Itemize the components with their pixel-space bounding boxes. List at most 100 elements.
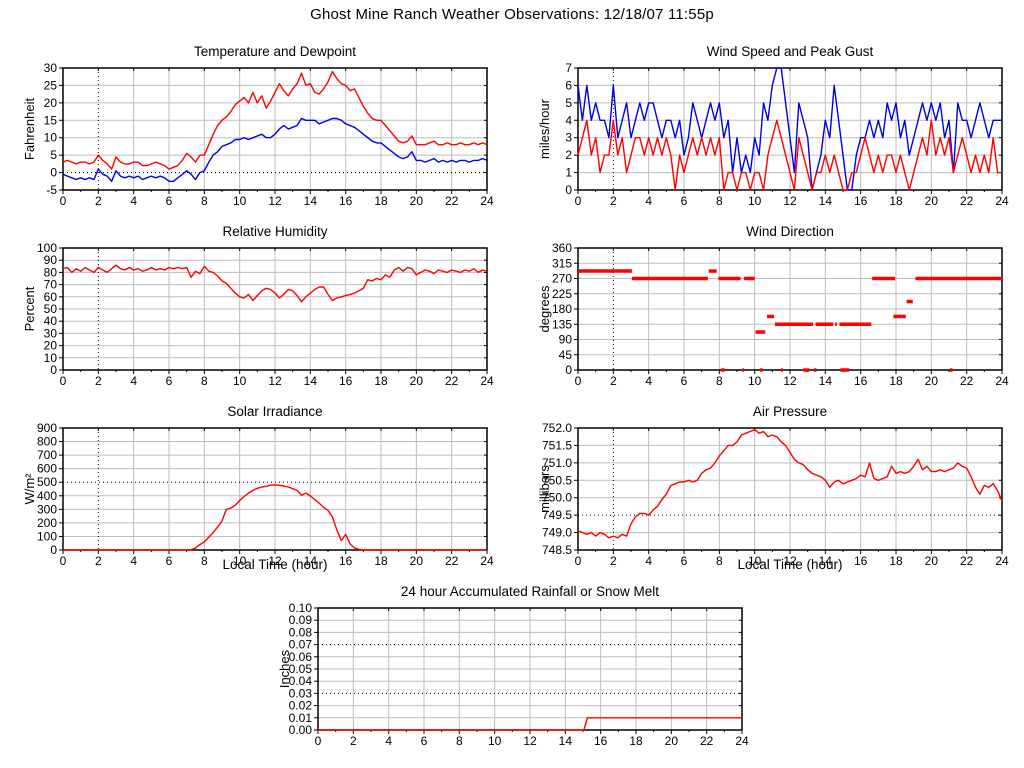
svg-text:600: 600 xyxy=(37,462,57,476)
svg-text:0.03: 0.03 xyxy=(289,686,313,700)
svg-text:500: 500 xyxy=(37,475,57,489)
svg-text:16: 16 xyxy=(854,554,868,568)
wind-direction-plot-area: 0 2 4 6 8 10 12 14 16 18 20 22 240459013518022527031… xyxy=(552,241,1009,388)
svg-text:8: 8 xyxy=(201,374,208,388)
svg-text:22: 22 xyxy=(445,194,459,208)
svg-text:10: 10 xyxy=(44,351,58,365)
svg-text:20: 20 xyxy=(410,194,424,208)
svg-text:6: 6 xyxy=(166,374,173,388)
svg-text:0.01: 0.01 xyxy=(289,711,313,725)
svg-text:5: 5 xyxy=(565,96,572,110)
svg-text:360: 360 xyxy=(552,241,572,255)
svg-text:0: 0 xyxy=(60,554,67,568)
svg-text:14: 14 xyxy=(819,374,833,388)
svg-text:20: 20 xyxy=(44,339,58,353)
svg-text:16: 16 xyxy=(339,194,353,208)
svg-text:2: 2 xyxy=(95,194,102,208)
svg-text:14: 14 xyxy=(304,194,318,208)
svg-text:25: 25 xyxy=(44,78,58,92)
svg-text:180: 180 xyxy=(552,302,572,316)
svg-text:20: 20 xyxy=(925,554,939,568)
svg-text:750.0: 750.0 xyxy=(542,491,572,505)
svg-text:100: 100 xyxy=(37,529,57,543)
svg-text:24: 24 xyxy=(995,374,1009,388)
svg-text:225: 225 xyxy=(552,287,572,301)
svg-text:4: 4 xyxy=(130,374,137,388)
svg-text:4: 4 xyxy=(130,554,137,568)
svg-text:751.0: 751.0 xyxy=(542,456,572,470)
svg-text:2: 2 xyxy=(95,374,102,388)
svg-text:10: 10 xyxy=(748,554,762,568)
svg-text:0: 0 xyxy=(60,194,67,208)
svg-text:18: 18 xyxy=(374,194,388,208)
svg-text:0: 0 xyxy=(315,734,322,748)
svg-text:10: 10 xyxy=(233,374,247,388)
svg-text:6: 6 xyxy=(166,554,173,568)
svg-text:24: 24 xyxy=(735,734,749,748)
svg-text:0.09: 0.09 xyxy=(289,613,313,627)
pressure-plot-area: 0 2 4 6 8 10 12 14 16 18 20 22 24748.5749.0749.5750.… xyxy=(542,421,1009,568)
svg-text:24: 24 xyxy=(480,194,494,208)
svg-text:8: 8 xyxy=(201,194,208,208)
svg-text:0.04: 0.04 xyxy=(289,674,313,688)
svg-text:0: 0 xyxy=(565,183,572,197)
chart-title: Air Pressure xyxy=(752,404,828,419)
svg-text:18: 18 xyxy=(374,554,388,568)
chart-title: Relative Humidity xyxy=(222,224,328,239)
svg-text:22: 22 xyxy=(445,374,459,388)
svg-text:400: 400 xyxy=(37,489,57,503)
svg-text:30: 30 xyxy=(44,61,58,75)
svg-text:8: 8 xyxy=(456,734,463,748)
svg-text:750.5: 750.5 xyxy=(542,473,572,487)
svg-text:2: 2 xyxy=(95,554,102,568)
svg-text:8: 8 xyxy=(716,554,723,568)
svg-text:748.5: 748.5 xyxy=(542,543,572,557)
svg-text:16: 16 xyxy=(854,194,868,208)
svg-text:700: 700 xyxy=(37,448,57,462)
svg-text:18: 18 xyxy=(629,734,643,748)
svg-text:315: 315 xyxy=(552,256,572,270)
svg-text:0.08: 0.08 xyxy=(289,625,313,639)
svg-text:300: 300 xyxy=(37,502,57,516)
svg-text:10: 10 xyxy=(748,194,762,208)
svg-text:90: 90 xyxy=(44,253,58,267)
svg-text:20: 20 xyxy=(410,554,424,568)
chart-title: Wind Direction xyxy=(746,224,834,239)
svg-text:-5: -5 xyxy=(46,183,57,197)
svg-text:0: 0 xyxy=(575,374,582,388)
chart-title: Temperature and Dewpoint xyxy=(193,44,357,59)
svg-text:1: 1 xyxy=(565,166,572,180)
svg-text:14: 14 xyxy=(559,734,573,748)
svg-text:70: 70 xyxy=(44,278,58,292)
svg-text:18: 18 xyxy=(889,374,903,388)
svg-text:40: 40 xyxy=(44,314,58,328)
svg-text:22: 22 xyxy=(960,194,974,208)
svg-text:22: 22 xyxy=(445,554,459,568)
svg-text:0: 0 xyxy=(50,363,57,377)
svg-text:90: 90 xyxy=(559,333,573,347)
svg-text:24: 24 xyxy=(480,374,494,388)
humidity-plot-area: 0 2 4 6 8 10 12 14 16 18 20 22 240102030405060708090… xyxy=(37,241,494,388)
svg-text:8: 8 xyxy=(716,374,723,388)
svg-text:12: 12 xyxy=(783,194,797,208)
svg-text:60: 60 xyxy=(44,290,58,304)
svg-text:4: 4 xyxy=(565,113,572,127)
svg-text:10: 10 xyxy=(488,734,502,748)
svg-text:8: 8 xyxy=(716,194,723,208)
svg-text:12: 12 xyxy=(268,374,282,388)
svg-text:22: 22 xyxy=(960,374,974,388)
rainfall-plot-area: 0 2 4 6 8 10 12 14 16 18 20 22 240.000.010.020.030.0… xyxy=(289,601,749,748)
svg-text:16: 16 xyxy=(339,374,353,388)
svg-text:8: 8 xyxy=(201,554,208,568)
svg-text:900: 900 xyxy=(37,421,57,435)
svg-text:24: 24 xyxy=(995,194,1009,208)
